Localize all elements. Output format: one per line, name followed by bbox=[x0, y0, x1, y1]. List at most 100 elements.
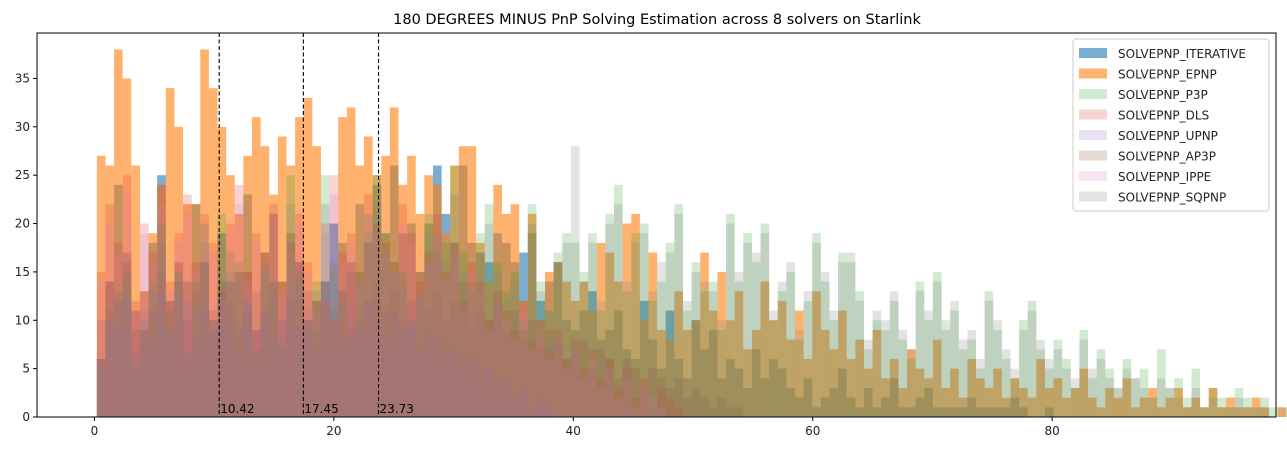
bar bbox=[1070, 378, 1080, 417]
bar bbox=[1174, 387, 1183, 417]
bar bbox=[320, 300, 330, 417]
bar bbox=[467, 146, 477, 418]
bar bbox=[398, 204, 408, 417]
bar bbox=[1191, 397, 1201, 417]
bar bbox=[277, 320, 287, 417]
bar bbox=[424, 329, 433, 417]
bar bbox=[312, 329, 321, 417]
bar bbox=[700, 291, 709, 417]
bar bbox=[174, 281, 184, 417]
bar bbox=[1174, 378, 1183, 417]
bar bbox=[1105, 378, 1114, 417]
bar bbox=[743, 233, 752, 417]
bar bbox=[157, 184, 166, 417]
x-tick-label: 20 bbox=[326, 424, 341, 438]
bar bbox=[243, 300, 252, 417]
bar bbox=[105, 165, 115, 417]
bar bbox=[450, 165, 459, 417]
bar bbox=[467, 329, 477, 417]
bar bbox=[1010, 378, 1020, 417]
bar bbox=[734, 271, 744, 417]
bar bbox=[519, 320, 528, 417]
bar bbox=[579, 378, 589, 417]
bar bbox=[1148, 397, 1158, 417]
bar bbox=[441, 281, 451, 417]
bar bbox=[96, 358, 106, 417]
legend-entry: SOLVEPNP_P3P bbox=[1118, 88, 1208, 102]
bar bbox=[191, 339, 201, 417]
bar bbox=[1269, 407, 1278, 417]
bar bbox=[1182, 407, 1192, 417]
x-tick-label: 80 bbox=[1045, 424, 1060, 438]
bar bbox=[924, 320, 933, 417]
bar bbox=[114, 300, 123, 417]
bar bbox=[234, 204, 244, 417]
bar bbox=[329, 271, 339, 417]
bar bbox=[493, 387, 502, 417]
bar bbox=[320, 223, 330, 417]
bar bbox=[372, 175, 382, 417]
bar bbox=[674, 407, 683, 417]
bar bbox=[1010, 378, 1020, 417]
bar bbox=[364, 300, 373, 417]
bar bbox=[346, 233, 356, 417]
bar bbox=[614, 397, 623, 417]
bar bbox=[570, 300, 580, 417]
bar bbox=[1053, 349, 1063, 417]
bar bbox=[312, 291, 321, 417]
bar bbox=[208, 329, 218, 417]
bar bbox=[165, 300, 175, 417]
bar bbox=[148, 339, 158, 417]
bar bbox=[984, 300, 994, 417]
bar bbox=[329, 262, 339, 417]
bar bbox=[1243, 407, 1252, 417]
bar bbox=[157, 223, 166, 417]
bar bbox=[450, 242, 459, 417]
bar bbox=[950, 300, 959, 417]
bar bbox=[260, 271, 270, 417]
bar bbox=[122, 271, 132, 417]
bar bbox=[157, 204, 166, 417]
bar bbox=[165, 329, 175, 417]
bar bbox=[312, 300, 321, 417]
bar bbox=[139, 291, 149, 417]
vlines-layer: 10.42 17.45 23.73 bbox=[218, 33, 414, 417]
bar bbox=[226, 175, 235, 417]
bar bbox=[338, 252, 347, 417]
bar bbox=[820, 271, 830, 417]
bar bbox=[484, 329, 494, 417]
bar bbox=[588, 233, 597, 417]
bar bbox=[398, 184, 408, 417]
bar bbox=[881, 378, 890, 417]
bar bbox=[493, 184, 502, 417]
bar bbox=[898, 339, 908, 417]
bar bbox=[553, 262, 563, 417]
bar bbox=[1234, 407, 1244, 417]
bar bbox=[674, 378, 683, 417]
bar bbox=[562, 368, 571, 417]
bar bbox=[795, 329, 804, 417]
bar bbox=[838, 252, 847, 417]
bar bbox=[260, 310, 270, 417]
bar bbox=[958, 339, 968, 417]
bar bbox=[872, 310, 882, 417]
bar bbox=[984, 387, 994, 417]
bar bbox=[605, 358, 614, 417]
legend-entry: SOLVEPNP_IPPE bbox=[1118, 170, 1211, 184]
bar bbox=[1019, 329, 1028, 417]
bar bbox=[1096, 358, 1106, 417]
legend: SOLVEPNP_ITERATIVE SOLVEPNP_EPNP SOLVEPNP_… bbox=[1072, 38, 1270, 212]
bar bbox=[941, 320, 951, 417]
bar bbox=[493, 271, 502, 417]
bar bbox=[527, 407, 537, 417]
bar bbox=[493, 300, 502, 417]
bar bbox=[605, 358, 614, 417]
bar bbox=[596, 387, 606, 417]
bar bbox=[1079, 368, 1089, 417]
bar bbox=[708, 310, 718, 417]
bar bbox=[855, 291, 864, 417]
bar bbox=[1027, 310, 1037, 417]
bar bbox=[407, 155, 416, 417]
bar bbox=[622, 281, 632, 417]
bar bbox=[863, 368, 873, 417]
